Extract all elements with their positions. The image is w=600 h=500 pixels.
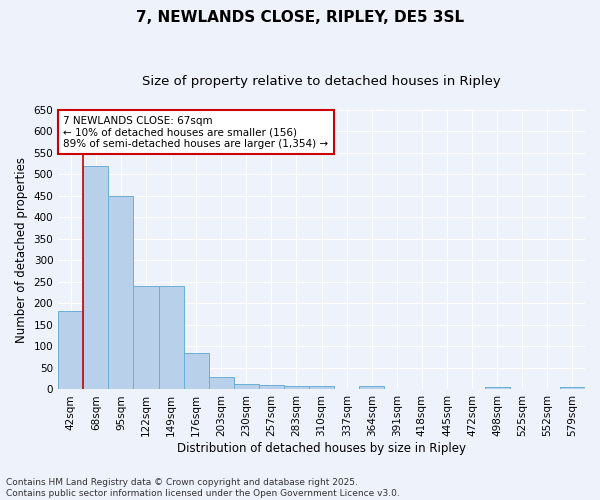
Bar <box>209 376 234 390</box>
Bar <box>109 196 133 390</box>
Bar <box>83 166 109 390</box>
Bar <box>234 384 259 390</box>
X-axis label: Distribution of detached houses by size in Ripley: Distribution of detached houses by size … <box>177 442 466 455</box>
Title: Size of property relative to detached houses in Ripley: Size of property relative to detached ho… <box>142 75 501 88</box>
Bar <box>184 353 209 390</box>
Text: 7, NEWLANDS CLOSE, RIPLEY, DE5 3SL: 7, NEWLANDS CLOSE, RIPLEY, DE5 3SL <box>136 10 464 25</box>
Bar <box>309 386 334 390</box>
Bar <box>133 286 158 390</box>
Bar <box>259 385 284 390</box>
Bar <box>284 386 309 390</box>
Text: Contains HM Land Registry data © Crown copyright and database right 2025.
Contai: Contains HM Land Registry data © Crown c… <box>6 478 400 498</box>
Bar <box>58 311 83 390</box>
Y-axis label: Number of detached properties: Number of detached properties <box>15 156 28 342</box>
Bar <box>158 286 184 390</box>
Bar <box>359 386 385 390</box>
Bar <box>560 388 585 390</box>
Bar <box>485 388 510 390</box>
Text: 7 NEWLANDS CLOSE: 67sqm
← 10% of detached houses are smaller (156)
89% of semi-d: 7 NEWLANDS CLOSE: 67sqm ← 10% of detache… <box>64 116 329 149</box>
